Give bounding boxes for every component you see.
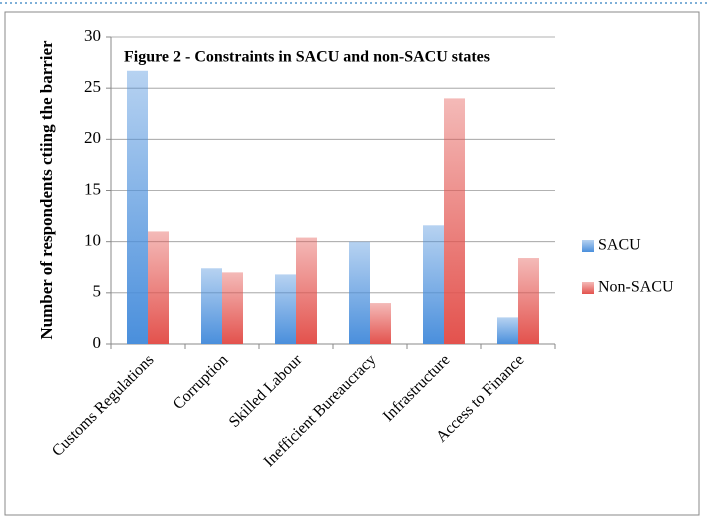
- bar: [201, 268, 222, 344]
- legend-label: Non-SACU: [598, 279, 674, 296]
- legend-label: SACU: [598, 237, 641, 254]
- bar: [127, 70, 148, 345]
- y-tick-label: 25: [84, 77, 101, 96]
- bar: [148, 231, 169, 344]
- y-axis-label: Number of respondents ctiing the barrier: [37, 40, 56, 340]
- y-tick-label: 0: [93, 333, 102, 352]
- legend-swatch: [582, 282, 594, 294]
- bar: [423, 225, 444, 344]
- bar: [444, 98, 465, 345]
- y-tick-label: 5: [93, 282, 102, 301]
- y-tick-label: 10: [84, 231, 101, 250]
- bar: [275, 274, 296, 344]
- x-tick-label: Customs Regulations: [49, 351, 158, 460]
- y-tick-label: 20: [84, 128, 101, 147]
- bar: [370, 303, 391, 344]
- bar: [296, 237, 317, 344]
- bar: [518, 258, 539, 344]
- chart-title: Figure 2 - Constraints in SACU and non-S…: [124, 49, 490, 66]
- x-tick-label: Infrastructure: [380, 351, 454, 425]
- x-tick-label: Skilled Labour: [226, 351, 306, 431]
- bar: [497, 317, 518, 344]
- legend-swatch: [582, 240, 594, 252]
- frame: [4, 11, 700, 516]
- bar: [349, 241, 370, 344]
- y-tick-label: 30: [84, 26, 101, 45]
- x-tick-label: Corruption: [170, 351, 232, 413]
- y-tick-label: 15: [84, 179, 101, 198]
- bar: [222, 272, 243, 344]
